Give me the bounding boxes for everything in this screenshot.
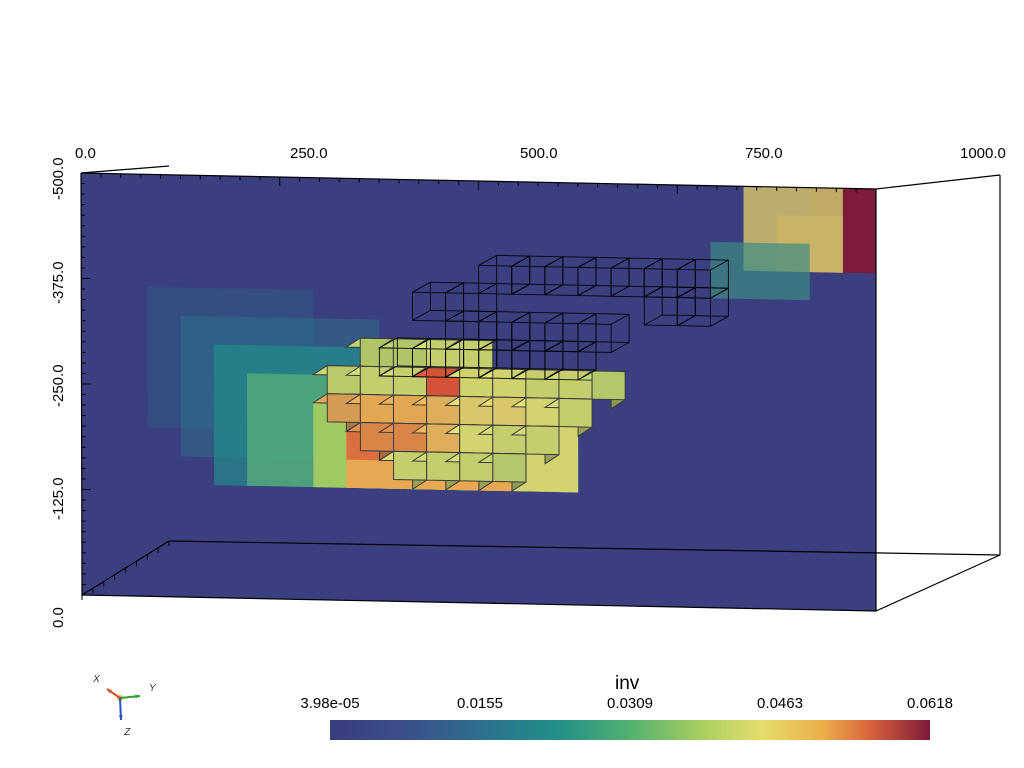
x-axis-tick: 0.0 bbox=[75, 145, 96, 162]
colorbar-tick: 0.0309 bbox=[607, 695, 653, 712]
y-axis-tick: -500.0 bbox=[50, 157, 67, 200]
y-axis-tick: -375.0 bbox=[50, 261, 67, 304]
y-axis-tick: 0.0 bbox=[50, 607, 67, 628]
orientation-axes-widget: XYZ bbox=[100, 678, 160, 738]
orientation-axis-label: Z bbox=[124, 727, 130, 738]
x-axis-tick: 500.0 bbox=[520, 145, 558, 162]
colorbar-tick: 0.0155 bbox=[457, 695, 503, 712]
colorbar-tick: 0.0618 bbox=[907, 695, 953, 712]
x-axis-tick: 250.0 bbox=[290, 145, 328, 162]
colorbar: inv 3.98e-050.01550.03090.04630.0618 bbox=[330, 715, 930, 760]
orientation-axis-label: X bbox=[93, 674, 100, 685]
orientation-axis-label: Y bbox=[149, 683, 156, 694]
voxel-plot-3d bbox=[0, 0, 1024, 768]
y-axis-tick: -250.0 bbox=[50, 364, 67, 407]
x-axis-tick: 1000.0 bbox=[960, 145, 1006, 162]
y-axis-tick: -125.0 bbox=[50, 477, 67, 520]
colorbar-title: inv bbox=[615, 673, 639, 695]
colorbar-gradient bbox=[330, 720, 930, 740]
x-axis-tick: 750.0 bbox=[745, 145, 783, 162]
colorbar-tick: 3.98e-05 bbox=[300, 695, 359, 712]
colorbar-tick: 0.0463 bbox=[757, 695, 803, 712]
